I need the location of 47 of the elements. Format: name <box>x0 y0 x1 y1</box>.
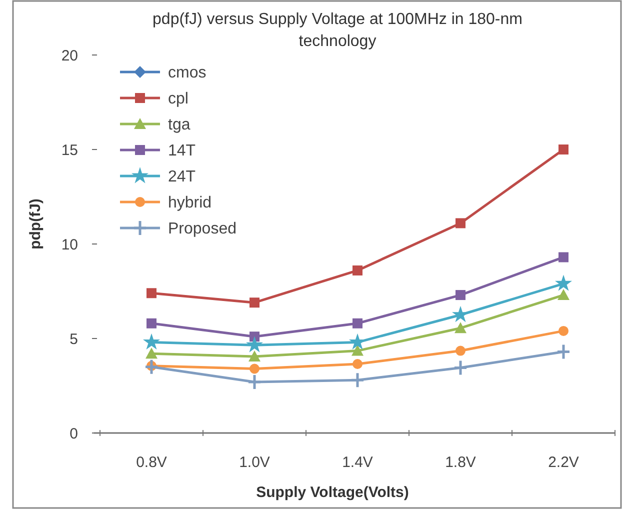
y-tick-label: 0 <box>70 425 78 442</box>
y-axis-title: pdp(fJ) <box>27 198 44 250</box>
x-axis-title: Supply Voltage(Volts) <box>256 484 409 501</box>
point <box>350 372 365 388</box>
point <box>250 364 260 374</box>
point <box>352 265 362 276</box>
legend-label: cpl <box>168 90 188 108</box>
legend-label: 24T <box>168 168 196 186</box>
point <box>453 360 468 376</box>
legend-label: tga <box>168 116 190 134</box>
y-tick-label: 10 <box>61 236 78 254</box>
point <box>352 359 362 370</box>
point <box>558 252 568 262</box>
point <box>352 344 364 356</box>
point <box>247 374 262 390</box>
x-tick-label: 0.8V <box>136 454 167 471</box>
chart-title: pdp(fJ) versus Supply Voltage at 100MHz in 180-nm technology <box>152 11 522 50</box>
point <box>146 288 156 298</box>
point <box>456 346 466 356</box>
point <box>248 350 260 362</box>
point <box>556 343 571 360</box>
x-tick-label: 2.2V <box>548 454 579 471</box>
x-tick-label: 1.4V <box>342 454 373 471</box>
point <box>558 326 568 336</box>
point <box>454 322 466 334</box>
point <box>246 336 264 352</box>
point <box>250 298 260 308</box>
point <box>456 218 466 228</box>
y-tick-label: 5 <box>70 330 78 348</box>
point <box>144 358 159 376</box>
legend-label: Proposed <box>168 220 236 238</box>
point <box>554 274 572 291</box>
x-tick-label: 1.8V <box>445 454 476 471</box>
y-tick-label: 20 <box>61 47 78 64</box>
legend-label: cmos <box>168 64 206 82</box>
legend-label: 14T <box>168 142 196 160</box>
point <box>142 333 160 350</box>
point <box>558 144 568 154</box>
point <box>456 290 466 300</box>
point <box>146 318 156 328</box>
x-tick-label: 1.0V <box>239 454 270 471</box>
legend-label: hybrid <box>168 194 212 212</box>
point <box>146 348 158 359</box>
point <box>558 289 570 300</box>
point <box>352 318 362 328</box>
y-tick-label: 15 <box>61 142 78 159</box>
point <box>250 332 260 342</box>
